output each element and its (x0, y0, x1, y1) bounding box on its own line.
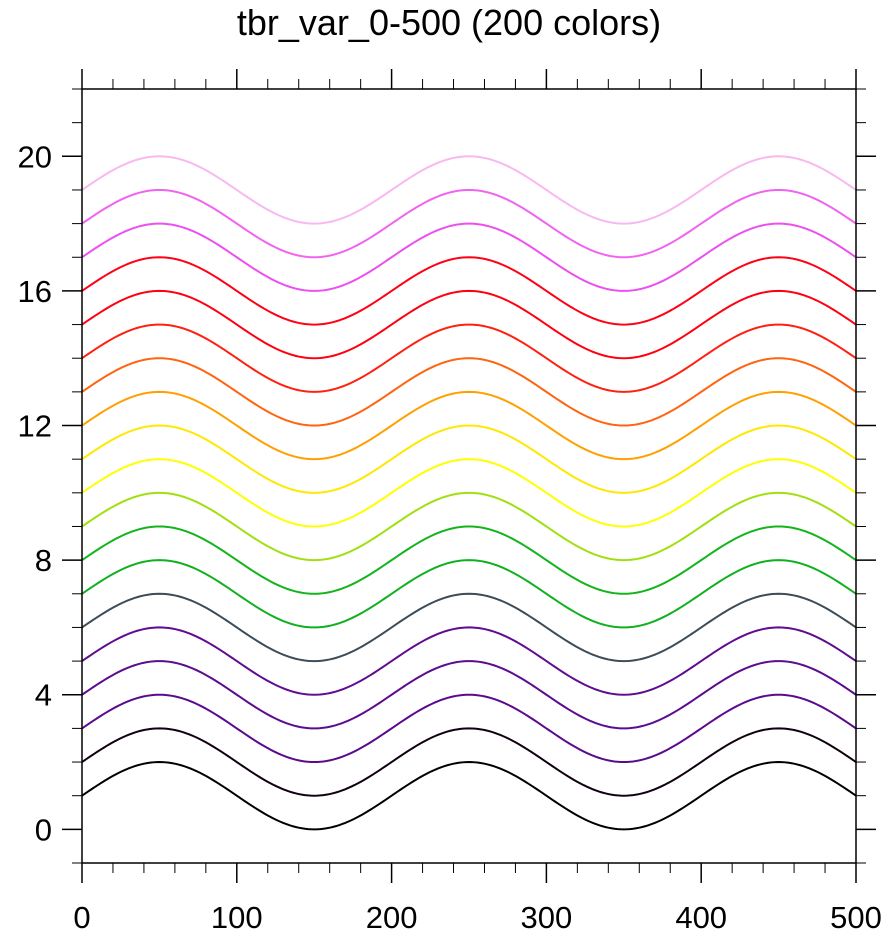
series-line-16 (81, 256, 857, 326)
y-tick-label: 20 (18, 139, 52, 174)
y-tick-label: 0 (35, 812, 52, 847)
y-tick-label: 16 (18, 274, 52, 309)
x-tick-label: 500 (830, 900, 882, 935)
series-line-6 (81, 592, 857, 663)
series-line-8 (81, 525, 857, 595)
series-line-7 (81, 559, 857, 629)
y-tick-label: 8 (35, 543, 52, 578)
series-line-17 (81, 222, 857, 292)
series-line-4 (81, 660, 857, 730)
x-tick-label: 200 (366, 900, 418, 935)
series-group (81, 155, 857, 831)
series-line-2 (81, 727, 857, 797)
axis-ticks (62, 69, 876, 883)
x-tick-label: 400 (675, 900, 727, 935)
y-tick-label: 4 (35, 678, 52, 713)
tick-labels: 0 100 200 300 400 500 0 4 8 12 16 20 (18, 139, 882, 935)
x-tick-label: 0 (73, 900, 90, 935)
series-line-12 (81, 390, 857, 461)
series-line-14 (81, 323, 857, 393)
series-line-11 (81, 424, 857, 494)
series-line-13 (81, 357, 857, 427)
series-line-3 (81, 693, 857, 764)
series-line-9 (81, 491, 857, 562)
series-line-10 (81, 458, 857, 528)
series-line-1 (81, 761, 857, 831)
series-line-15 (81, 289, 857, 360)
y-tick-label: 12 (18, 409, 52, 444)
x-tick-label: 300 (521, 900, 573, 935)
plot-frame (81, 88, 857, 864)
chart-title: tbr_var_0-500 (200 colors) (237, 2, 661, 43)
series-line-5 (81, 626, 857, 696)
series-line-18 (81, 188, 857, 259)
series-line-19 (81, 155, 857, 225)
x-tick-label: 100 (211, 900, 263, 935)
